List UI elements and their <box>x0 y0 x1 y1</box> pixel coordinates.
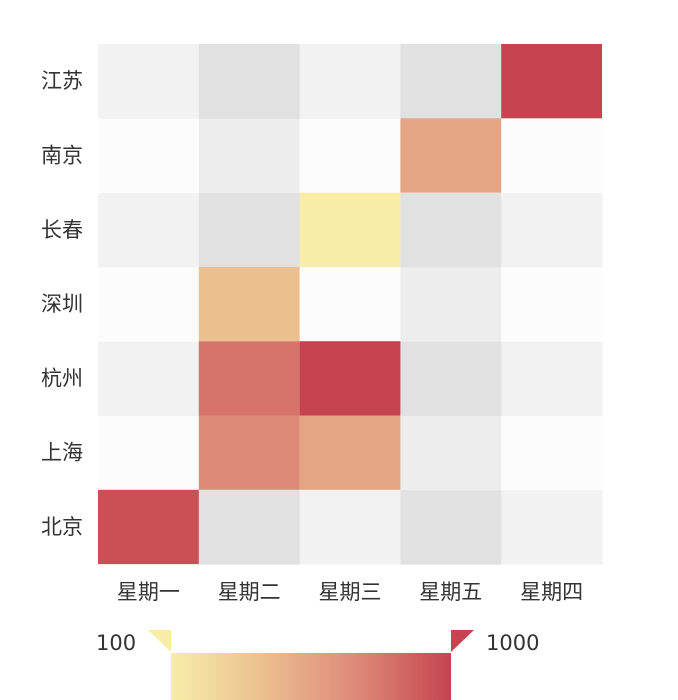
visual-map: 100 1000 <box>96 630 539 700</box>
y-tick-label: 杭州 <box>41 366 83 390</box>
heat-cell[interactable] <box>299 415 401 490</box>
background-cell <box>400 415 502 491</box>
y-tick-label: 长春 <box>41 218 83 242</box>
background-cell <box>98 44 200 119</box>
background-cell <box>198 44 301 119</box>
visual-map-gradient-bar[interactable] <box>171 653 451 700</box>
y-tick-label: 北京 <box>41 515 83 539</box>
background-cell <box>299 44 401 119</box>
x-tick-label: 星期一 <box>117 580 180 604</box>
background-cell <box>98 266 200 342</box>
background-cell <box>501 266 603 342</box>
background-cell <box>198 192 301 268</box>
heat-cell[interactable] <box>501 44 602 119</box>
background-cell <box>98 118 200 194</box>
background-cell <box>98 192 200 268</box>
background-cell <box>400 341 502 416</box>
background-cell <box>299 489 401 565</box>
heat-cell[interactable] <box>198 341 300 416</box>
x-tick-label: 星期五 <box>419 580 482 604</box>
background-cell <box>299 266 401 342</box>
x-tick-label: 星期四 <box>520 580 583 604</box>
y-tick-label: 江苏 <box>41 69 83 93</box>
background-cell <box>299 118 401 194</box>
visual-map-min-handle[interactable] <box>148 630 171 652</box>
background-cell <box>501 341 603 416</box>
background-cell <box>501 118 603 194</box>
background-cell <box>198 489 301 565</box>
background-cell <box>501 489 603 565</box>
heat-cell[interactable] <box>198 266 300 342</box>
heat-cell[interactable] <box>299 192 401 267</box>
background-cell <box>98 415 200 491</box>
visual-map-max-label: 1000 <box>486 631 539 655</box>
background-cell <box>400 489 502 565</box>
background-cell <box>400 192 502 268</box>
x-tick-label: 星期三 <box>319 580 382 604</box>
heat-cells <box>98 44 602 565</box>
heat-cell[interactable] <box>299 341 401 416</box>
y-tick-label: 南京 <box>41 143 83 167</box>
heat-cell[interactable] <box>400 118 502 193</box>
y-tick-label: 上海 <box>41 441 83 465</box>
visual-map-max-handle[interactable] <box>451 630 474 652</box>
background-cell <box>501 192 603 268</box>
y-axis-labels: 北京 上海 杭州 深圳 长春 南京 江苏 <box>41 69 83 539</box>
visual-map-min-label: 100 <box>96 631 136 655</box>
heat-cell[interactable] <box>98 489 199 565</box>
y-tick-label: 深圳 <box>41 292 83 316</box>
x-axis-labels: 星期一 星期二 星期三 星期五 星期四 <box>117 580 583 604</box>
background-cell <box>400 44 502 119</box>
background-cell <box>198 118 301 194</box>
heat-cell[interactable] <box>198 415 300 490</box>
background-cell <box>98 341 200 416</box>
background-cell <box>400 266 502 342</box>
background-cell <box>501 415 603 491</box>
x-tick-label: 星期二 <box>218 580 281 604</box>
